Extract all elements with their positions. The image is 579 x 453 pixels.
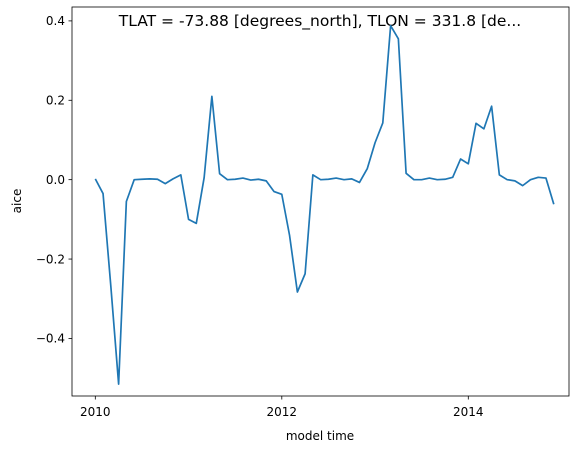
y-tick-label: 0.2 [46, 94, 65, 108]
y-axis: −0.4 −0.2 0.0 0.2 0.4 [36, 14, 72, 346]
aice-series-line [94, 24, 555, 385]
y-axis-label: aice [10, 189, 24, 214]
y-tick-label: 0.0 [46, 173, 65, 187]
y-tick-label: 0.4 [46, 14, 65, 28]
x-tick-label: 2012 [267, 405, 298, 419]
axes-frame [71, 6, 570, 397]
x-axis: 2010 2012 2014 [80, 396, 484, 419]
chart-title: TLAT = -73.88 [degrees_north], TLON = 33… [118, 12, 521, 31]
plot-area: −0.4 −0.2 0.0 0.2 0.4 2010 2012 2014 [36, 6, 570, 419]
y-tick-label: −0.2 [36, 252, 65, 266]
x-axis-label: model time [286, 429, 354, 443]
x-tick-label: 2010 [80, 405, 111, 419]
y-tick-label: −0.4 [36, 332, 65, 346]
x-tick-label: 2014 [453, 405, 484, 419]
